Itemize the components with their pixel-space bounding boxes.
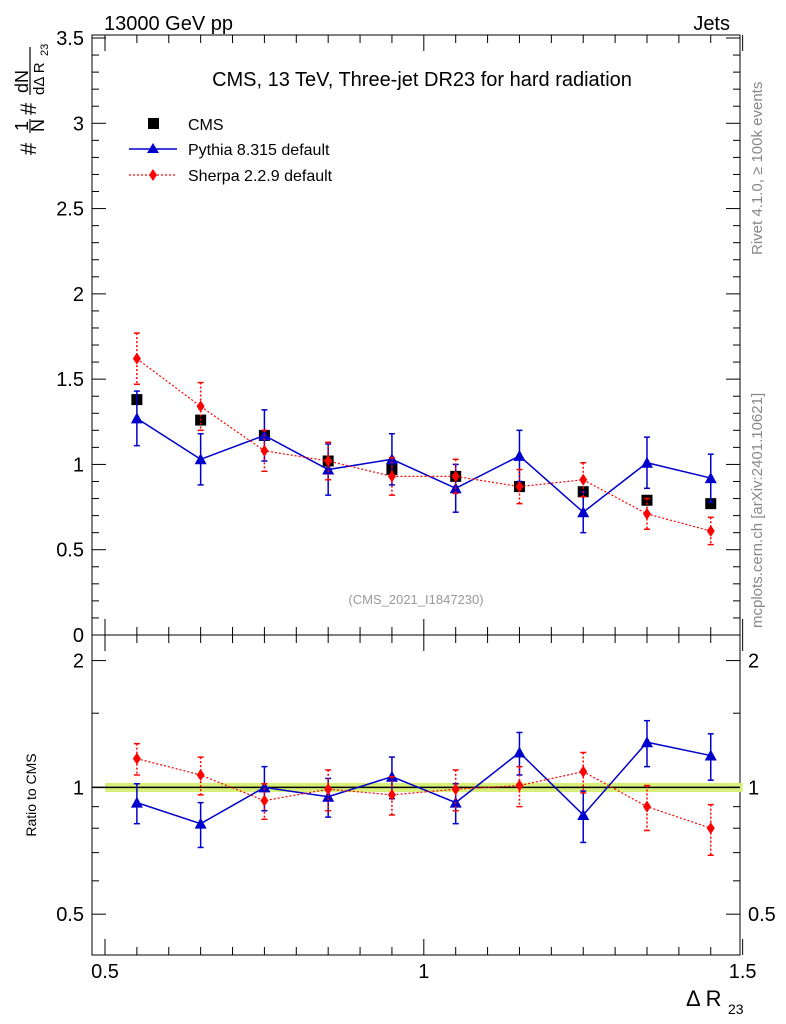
y-label-dn: dN: [12, 70, 32, 93]
main-y-tick-label: 2: [73, 284, 84, 306]
ratio-y-tick-label-right: 1: [748, 777, 759, 799]
main-data-point: [260, 444, 269, 457]
ratio-y-tick-label-right: 0.5: [748, 904, 776, 926]
main-data-point: [130, 412, 143, 424]
main-data-point: [196, 400, 205, 413]
main-axis-ticks: 0 0.5 1 1.5 2 2.5 3 3.5 0.5 1 1.5: [56, 28, 756, 983]
ratio-data-point: [515, 779, 524, 792]
main-data-point: [513, 449, 526, 461]
legend-pythia-marker: [147, 143, 159, 153]
ratio-data-point: [194, 817, 207, 829]
legend-sherpa-label: Sherpa 2.2.9 default: [188, 168, 333, 185]
y-label-one: 1: [12, 121, 32, 131]
y-label-hash2: #: [16, 102, 41, 115]
main-y-tick-label: 1: [73, 454, 84, 476]
chart-title: CMS, 13 TeV, Three-jet DR23 for hard rad…: [212, 69, 632, 91]
main-series-layer: [130, 332, 717, 546]
y-axis-label-main: # 1 N # dN dΔ R 23: [12, 44, 51, 155]
ratio-data-point: [260, 794, 269, 807]
main-y-tick-label: 0: [73, 625, 84, 647]
ratio-sherpa-2-2-9-default: [132, 742, 715, 857]
main-data-point: [706, 524, 715, 537]
legend: CMS Pythia 8.315 default Sherpa 2.2.9 de…: [129, 117, 333, 185]
main-data-point: [579, 473, 588, 486]
x-tick-label: 0.5: [91, 961, 119, 983]
ratio-uncertainty-band: [92, 782, 743, 793]
ratio-data-point: [130, 796, 143, 808]
ratio-data-point: [577, 808, 590, 820]
main-data-point: [704, 472, 717, 484]
main-y-tick-label: 0.5: [56, 540, 84, 562]
legend-sherpa-marker: [149, 169, 157, 181]
ratio-data-point: [324, 783, 333, 796]
x-tick-label: 1.5: [729, 961, 757, 983]
ratio-data-point: [196, 768, 205, 781]
main-y-tick-label: 1.5: [56, 369, 84, 391]
rivet-version-label: Rivet 4.1.0, ≥ 100k events: [749, 82, 766, 255]
legend-cms-marker: [148, 118, 159, 129]
main-pythia-8-315-default: [130, 390, 717, 534]
ratio-data-point: [451, 783, 460, 796]
main-data-point: [577, 506, 590, 518]
y-label-hash1: #: [16, 142, 41, 155]
y-label-n: N: [28, 119, 48, 132]
main-data-point: [194, 453, 207, 465]
ratio-plot-frame: [91, 634, 741, 956]
x-label-subscript: 23: [728, 1001, 744, 1017]
ratio-series-line: [136, 758, 711, 829]
main-data-point: [642, 507, 651, 520]
ratio-data-point: [258, 781, 271, 793]
ratio-series-line: [136, 741, 711, 825]
header-left-label: 13000 GeV pp: [104, 13, 233, 35]
ratio-data-point: [132, 752, 141, 765]
ratio-series-layer: [130, 719, 717, 857]
main-y-tick-label: 3.5: [56, 28, 84, 50]
header-right-label: Jets: [693, 13, 730, 35]
main-data-point: [640, 456, 653, 468]
main-data-point: [451, 470, 460, 483]
ratio-data-point: [642, 800, 651, 813]
ratio-y-tick-label: 1: [73, 777, 84, 799]
x-label-main: Δ R: [686, 986, 721, 1011]
y-label-subscript: 23: [39, 44, 51, 56]
main-series-line: [136, 358, 711, 532]
main-series-line: [136, 417, 711, 514]
y-label-ddr: dΔ R: [31, 62, 48, 95]
legend-pythia-label: Pythia 8.315 default: [188, 142, 330, 159]
main-data-point: [515, 480, 524, 493]
main-data-point: [132, 352, 141, 365]
x-tick-label: 1: [418, 961, 429, 983]
ratio-data-point: [322, 790, 335, 802]
mcplots-reference-label: mcplots.cern.ch [arXiv:2401.10621]: [749, 393, 766, 628]
ratio-data-point: [640, 736, 653, 748]
main-y-tick-label: 3: [73, 113, 84, 135]
ratio-data-point: [704, 749, 717, 761]
analysis-id-watermark: (CMS_2021_I1847230): [348, 592, 483, 607]
ratio-data-point: [706, 822, 715, 835]
ratio-data-point: [579, 765, 588, 778]
main-data-point: [324, 455, 333, 468]
main-y-tick-label: 2.5: [56, 199, 84, 221]
ratio-data-point: [387, 788, 396, 801]
main-data-point: [387, 470, 396, 483]
main-data-point: [705, 498, 717, 510]
ratio-y-tick-label-right: 2: [748, 651, 759, 673]
ratio-y-tick-label: 0.5: [56, 904, 84, 926]
ratio-data-point: [513, 746, 526, 758]
main-sherpa-2-2-9-default: [132, 332, 715, 546]
legend-cms-label: CMS: [188, 117, 224, 134]
x-axis-label: Δ R 23: [686, 986, 744, 1017]
y-axis-label-ratio: Ratio to CMS: [23, 753, 39, 836]
main-data-point: [322, 463, 335, 475]
ratio-axis-ticks: 0.5 0.5 1 1 2 2: [56, 651, 776, 927]
ratio-y-tick-label: 2: [73, 651, 84, 673]
